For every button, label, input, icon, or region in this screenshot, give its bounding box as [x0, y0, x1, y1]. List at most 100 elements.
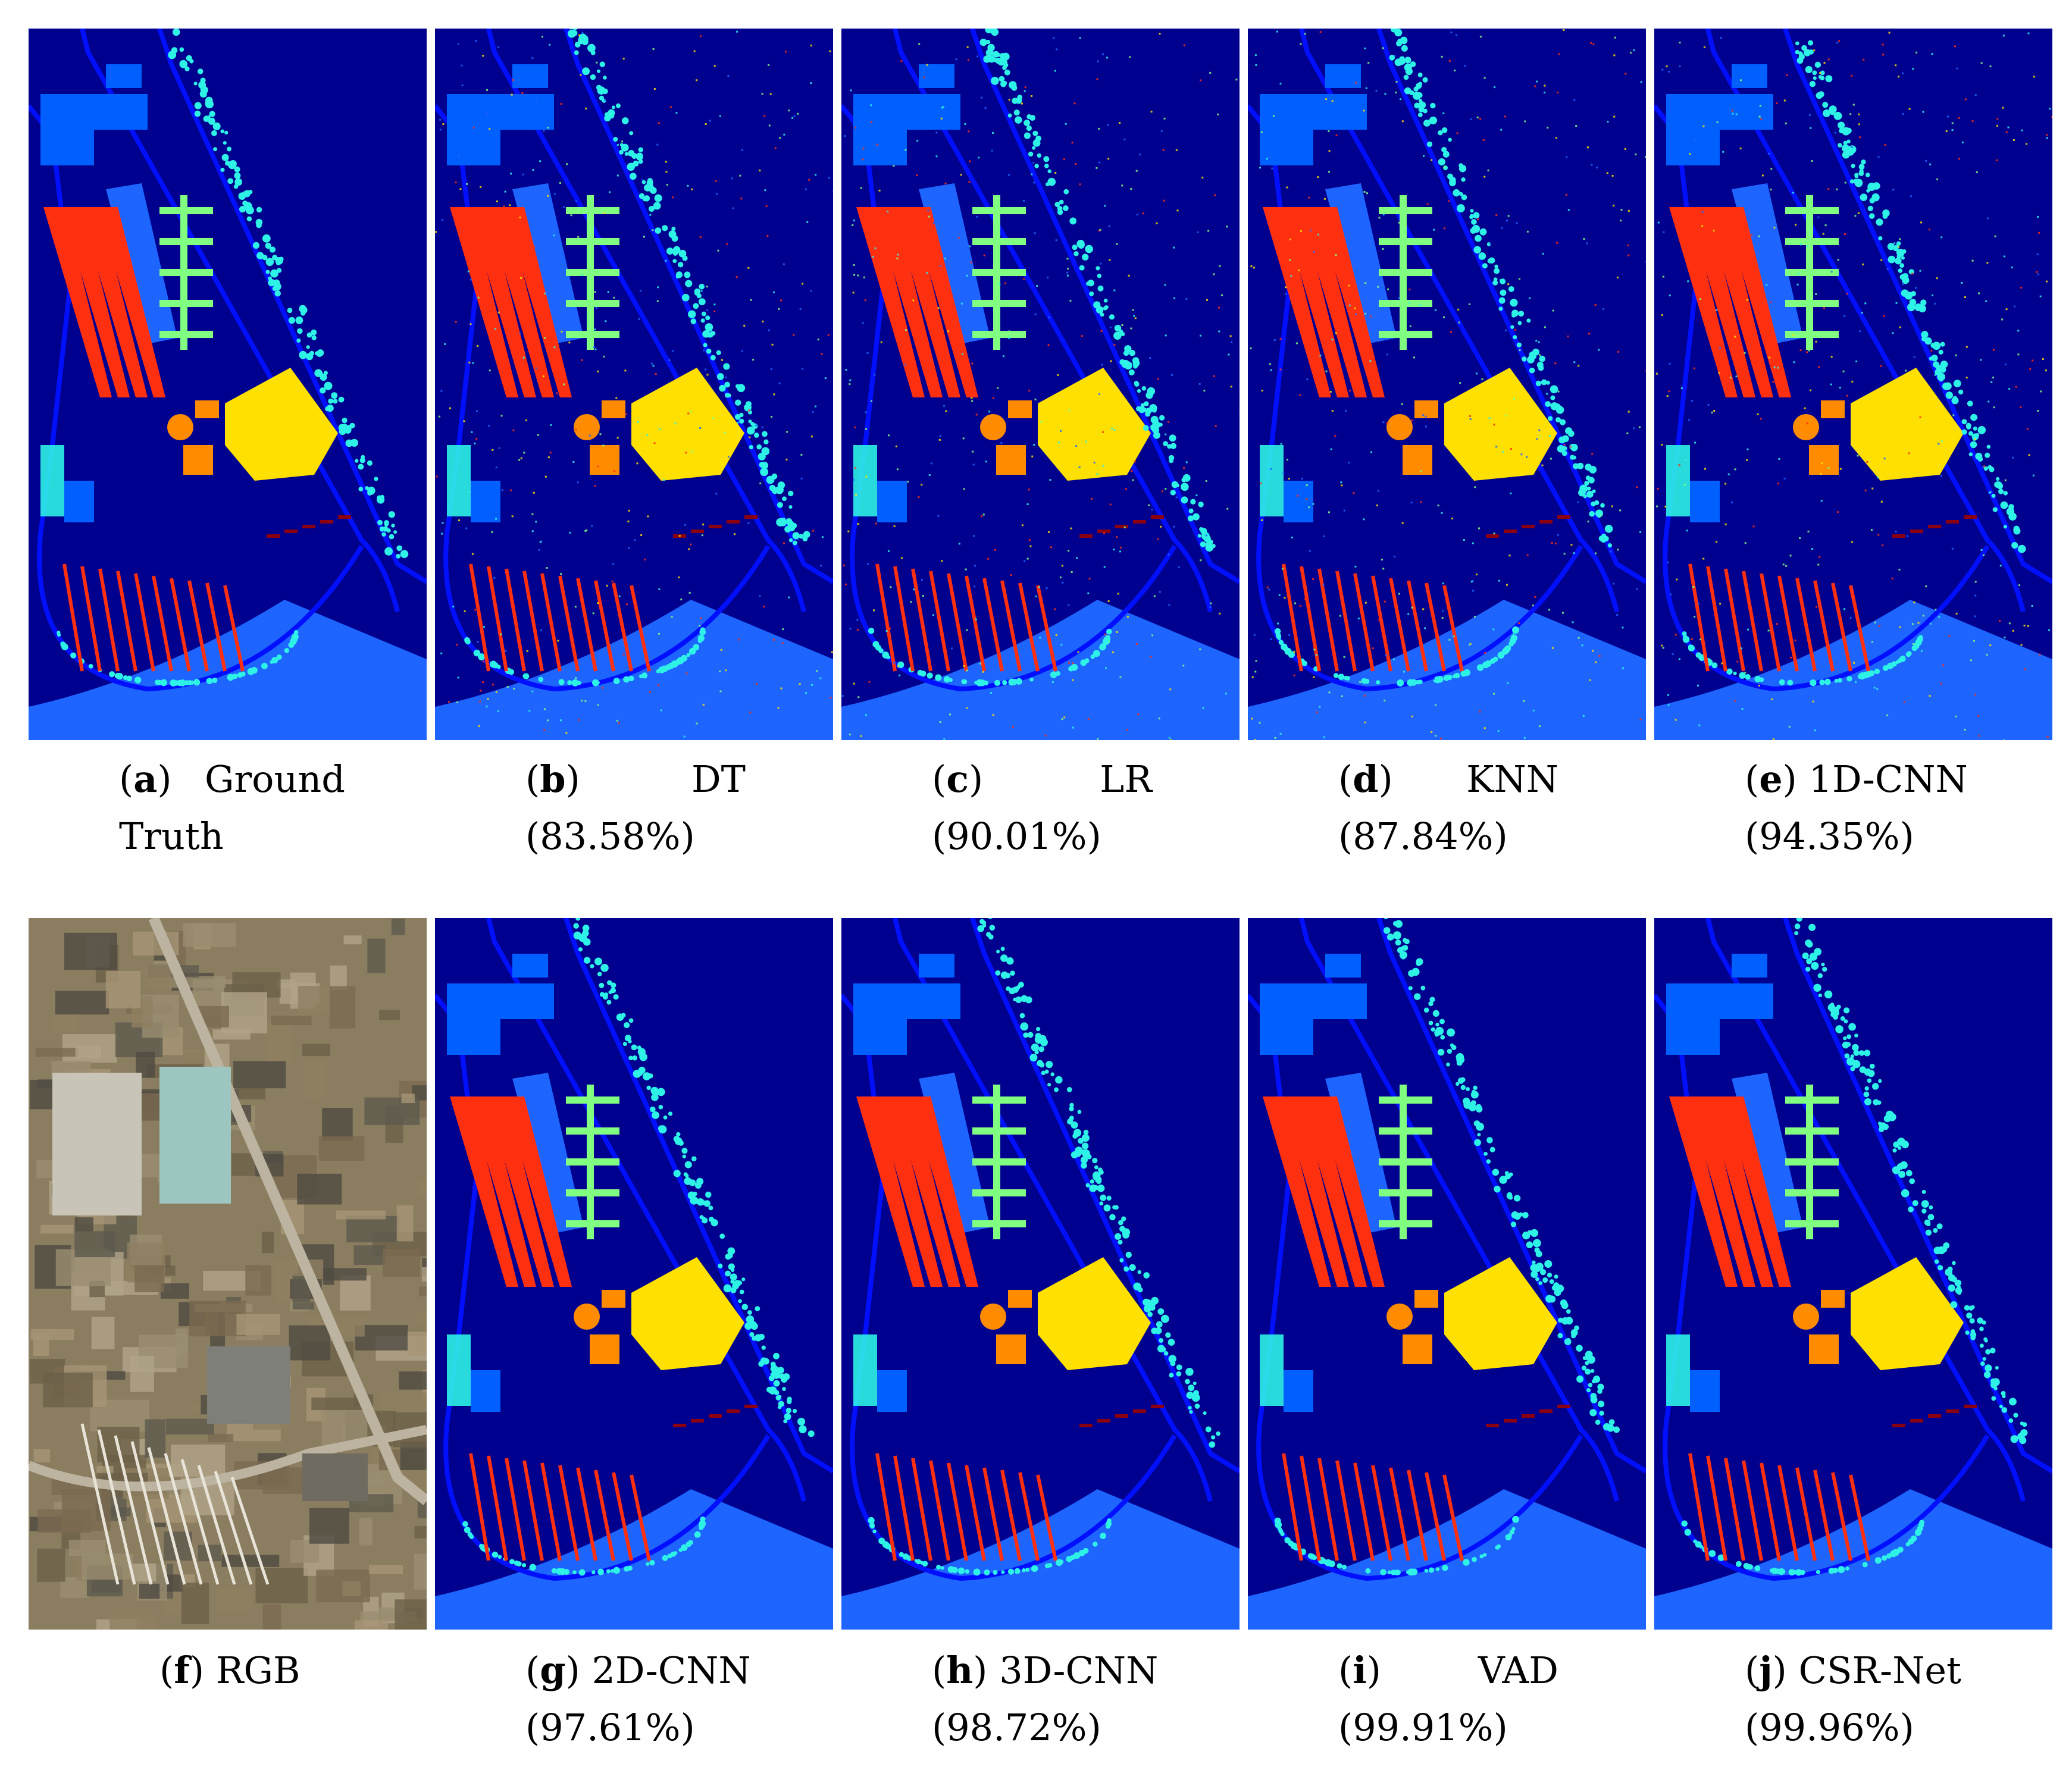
tree	[1420, 985, 1426, 991]
tree	[1019, 1013, 1025, 1019]
noise-speckle	[945, 410, 947, 412]
tree	[1936, 1223, 1943, 1230]
tree	[599, 61, 605, 67]
noise-speckle	[1202, 707, 1204, 709]
noise-speckle	[1493, 424, 1495, 426]
noise-speckle	[1435, 735, 1437, 737]
tree	[1600, 503, 1605, 508]
noise-speckle	[1702, 557, 1705, 560]
noise-speckle	[2046, 735, 2049, 738]
noise-speckle	[1942, 664, 1944, 666]
noise-speckle	[1587, 521, 1589, 523]
noise-speckle	[727, 75, 730, 77]
noise-speckle	[1261, 390, 1263, 392]
noise-speckle	[1852, 104, 1855, 106]
tree	[768, 1386, 777, 1395]
noise-speckle	[1073, 102, 1076, 105]
tree	[1000, 954, 1008, 962]
noise-speckle	[1134, 317, 1137, 319]
noise-speckle	[1572, 621, 1574, 624]
noise-speckle	[1168, 421, 1170, 423]
noise-speckle	[1101, 364, 1103, 366]
noise-speckle	[1980, 62, 1983, 64]
tree	[1532, 1260, 1536, 1265]
shadow	[1486, 1424, 1499, 1427]
tree	[1024, 132, 1031, 139]
tree	[1026, 125, 1032, 131]
noise-speckle	[1697, 602, 1699, 604]
noise-speckle	[687, 184, 689, 187]
tree	[1066, 1087, 1072, 1092]
noise-speckle	[1308, 196, 1310, 199]
noise-speckle	[1387, 288, 1389, 290]
building	[106, 64, 142, 88]
noise-speckle	[1230, 386, 1232, 388]
tree	[642, 1072, 651, 1080]
noise-speckle	[1793, 361, 1795, 364]
tree	[1846, 676, 1852, 682]
tree	[273, 657, 278, 662]
noise-speckle	[1021, 102, 1023, 105]
noise-speckle	[960, 174, 962, 176]
parking-stripe	[576, 578, 597, 672]
tree	[1586, 486, 1591, 491]
noise-speckle	[2011, 456, 2014, 459]
tree	[1585, 1361, 1589, 1365]
noise-speckle	[634, 539, 636, 541]
noise-speckle	[1121, 184, 1123, 187]
noise-speckle	[475, 40, 477, 42]
noise-speckle	[1460, 626, 1462, 629]
noise-speckle	[700, 617, 702, 619]
noise-speckle	[2002, 35, 2005, 37]
noise-speckle	[1851, 380, 1854, 383]
noise-speckle	[1250, 265, 1253, 268]
noise-speckle	[2032, 474, 2035, 477]
aerial-patch	[105, 970, 141, 1008]
gravel-arm	[1379, 1127, 1432, 1135]
noise-speckle	[978, 156, 980, 159]
caption-f-name: RGB	[215, 1649, 301, 1692]
noise-speckle	[870, 121, 872, 123]
tree	[777, 1367, 784, 1374]
tree	[624, 152, 629, 156]
parking-stripe	[1724, 568, 1745, 672]
noise-speckle	[1235, 79, 1238, 81]
noise-speckle	[1364, 282, 1367, 284]
tree	[1852, 1044, 1859, 1051]
tree	[1441, 146, 1447, 153]
gravel-arm	[566, 1127, 619, 1135]
noise-speckle	[853, 220, 855, 222]
noise-speckle	[1663, 231, 1665, 233]
bitumen-stripe	[892, 207, 960, 397]
tree	[957, 1567, 965, 1574]
noise-speckle	[1103, 532, 1106, 534]
noise-speckle	[597, 602, 599, 604]
noise-speckle	[1919, 416, 1921, 418]
noise-speckle	[1151, 509, 1153, 511]
noise-speckle	[627, 520, 630, 522]
tree	[1991, 493, 1996, 498]
noise-speckle	[519, 332, 521, 334]
noise-speckle	[1982, 554, 1985, 556]
noise-speckle	[581, 274, 583, 276]
tree	[723, 363, 730, 370]
tree	[1969, 1318, 1975, 1324]
noise-speckle	[1312, 228, 1314, 230]
aerial-patch	[396, 1205, 414, 1242]
noise-speckle	[533, 491, 535, 494]
noise-speckle	[1492, 628, 1495, 631]
noise-speckle	[829, 50, 831, 52]
tree	[621, 117, 629, 124]
noise-speckle	[853, 478, 855, 481]
noise-speckle	[2012, 629, 2014, 632]
noise-speckle	[1168, 604, 1170, 606]
noise-speckle	[2027, 32, 2030, 35]
noise-speckle	[536, 98, 538, 101]
orange-building	[590, 445, 619, 475]
noise-speckle	[477, 641, 479, 643]
noise-speckle	[1589, 679, 1591, 681]
noise-speckle	[1229, 335, 1232, 337]
noise-speckle	[623, 146, 625, 148]
cyan-building	[853, 1334, 877, 1406]
tree	[1418, 99, 1423, 103]
